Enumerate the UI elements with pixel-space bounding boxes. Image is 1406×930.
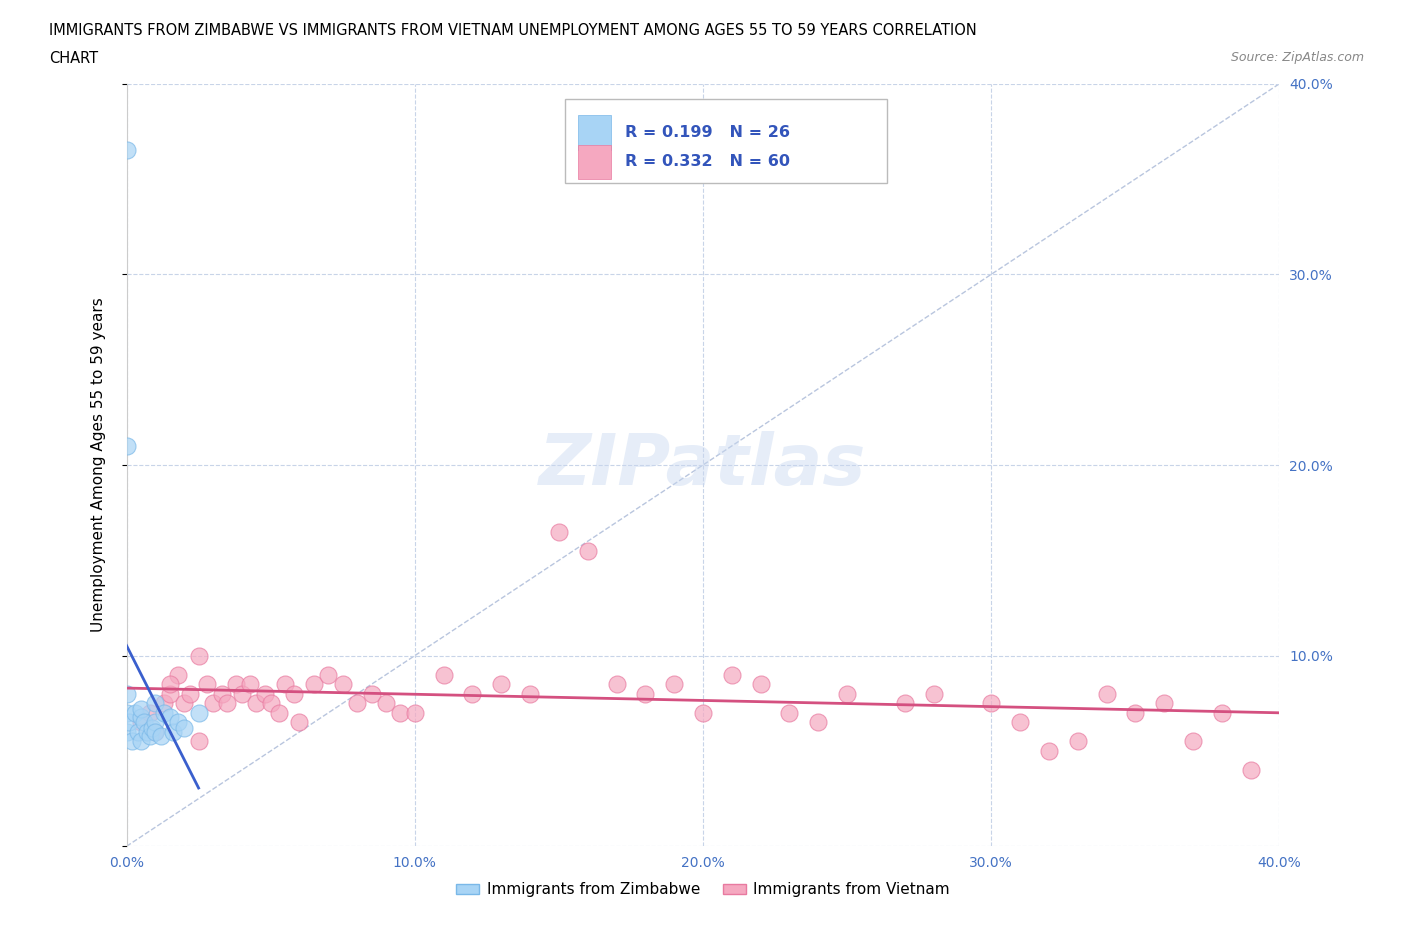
Point <box>1123 706 1146 721</box>
Point <box>835 686 858 701</box>
Point <box>692 706 714 721</box>
Point <box>519 686 541 701</box>
Point <box>253 686 276 701</box>
Point <box>115 686 138 701</box>
Point <box>167 715 190 730</box>
Point <box>1153 696 1175 711</box>
Point <box>548 525 571 539</box>
Point <box>749 677 772 692</box>
Point <box>1038 744 1060 759</box>
Point <box>1095 686 1118 701</box>
Point <box>634 686 657 701</box>
Point <box>360 686 382 701</box>
Point <box>145 715 166 730</box>
Point <box>138 728 160 743</box>
Point <box>173 721 195 736</box>
Point <box>135 724 157 739</box>
Point <box>346 696 368 711</box>
Point <box>225 677 247 692</box>
Point <box>211 686 233 701</box>
Point <box>302 677 325 692</box>
Point <box>1067 734 1090 749</box>
Point <box>115 439 138 454</box>
Text: R = 0.332   N = 60: R = 0.332 N = 60 <box>624 154 790 169</box>
Point <box>162 724 184 739</box>
Point <box>115 143 138 158</box>
Point <box>980 696 1002 711</box>
Point <box>187 648 209 663</box>
Point <box>159 686 181 701</box>
Point <box>167 668 190 683</box>
Point <box>150 728 173 743</box>
Point <box>187 734 209 749</box>
FancyBboxPatch shape <box>565 99 887 183</box>
Point <box>141 721 163 736</box>
Text: IMMIGRANTS FROM ZIMBABWE VS IMMIGRANTS FROM VIETNAM UNEMPLOYMENT AMONG AGES 55 T: IMMIGRANTS FROM ZIMBABWE VS IMMIGRANTS F… <box>49 23 977 38</box>
Point <box>922 686 945 701</box>
Point <box>145 696 166 711</box>
FancyBboxPatch shape <box>578 115 610 150</box>
Point <box>489 677 512 692</box>
Point <box>179 686 201 701</box>
Point <box>129 715 152 730</box>
Point <box>259 696 281 711</box>
Point <box>576 543 599 558</box>
Point <box>115 706 138 721</box>
Point <box>187 706 209 721</box>
Point <box>217 696 239 711</box>
Point <box>269 706 291 721</box>
Point <box>153 696 176 711</box>
Legend: Immigrants from Zimbabwe, Immigrants from Vietnam: Immigrants from Zimbabwe, Immigrants fro… <box>450 876 956 903</box>
Point <box>1181 734 1204 749</box>
Point <box>605 677 627 692</box>
Point <box>1008 715 1031 730</box>
Text: ZIPatlas: ZIPatlas <box>540 431 866 499</box>
Point <box>124 706 146 721</box>
Point <box>153 706 176 721</box>
Point <box>283 686 305 701</box>
Point <box>159 677 181 692</box>
Point <box>121 734 143 749</box>
Y-axis label: Unemployment Among Ages 55 to 59 years: Unemployment Among Ages 55 to 59 years <box>91 298 105 632</box>
Point <box>1211 706 1233 721</box>
Text: CHART: CHART <box>49 51 98 66</box>
Text: R = 0.199   N = 26: R = 0.199 N = 26 <box>624 125 790 140</box>
Point <box>433 668 456 683</box>
Point <box>115 724 138 739</box>
Point <box>1240 763 1263 777</box>
Point <box>239 677 262 692</box>
Point <box>129 734 152 749</box>
Point <box>720 668 742 683</box>
Point <box>274 677 297 692</box>
Point <box>894 696 917 711</box>
Point <box>664 677 686 692</box>
Point <box>404 706 426 721</box>
Point <box>779 706 801 721</box>
Point <box>288 715 311 730</box>
Point <box>129 701 152 716</box>
Point <box>231 686 253 701</box>
Point <box>129 710 152 724</box>
Text: Source: ZipAtlas.com: Source: ZipAtlas.com <box>1230 51 1364 64</box>
FancyBboxPatch shape <box>578 145 610 179</box>
Point <box>132 715 155 730</box>
Point <box>127 724 149 739</box>
Point <box>159 710 181 724</box>
Point <box>145 724 166 739</box>
Point <box>461 686 484 701</box>
Point <box>389 706 412 721</box>
Point <box>374 696 398 711</box>
Point <box>245 696 267 711</box>
Point <box>202 696 225 711</box>
Point <box>318 668 340 683</box>
Point <box>195 677 218 692</box>
Point <box>807 715 830 730</box>
Point <box>332 677 354 692</box>
Point <box>173 696 195 711</box>
Point <box>138 706 160 721</box>
Point <box>145 724 166 739</box>
Point <box>118 715 141 730</box>
